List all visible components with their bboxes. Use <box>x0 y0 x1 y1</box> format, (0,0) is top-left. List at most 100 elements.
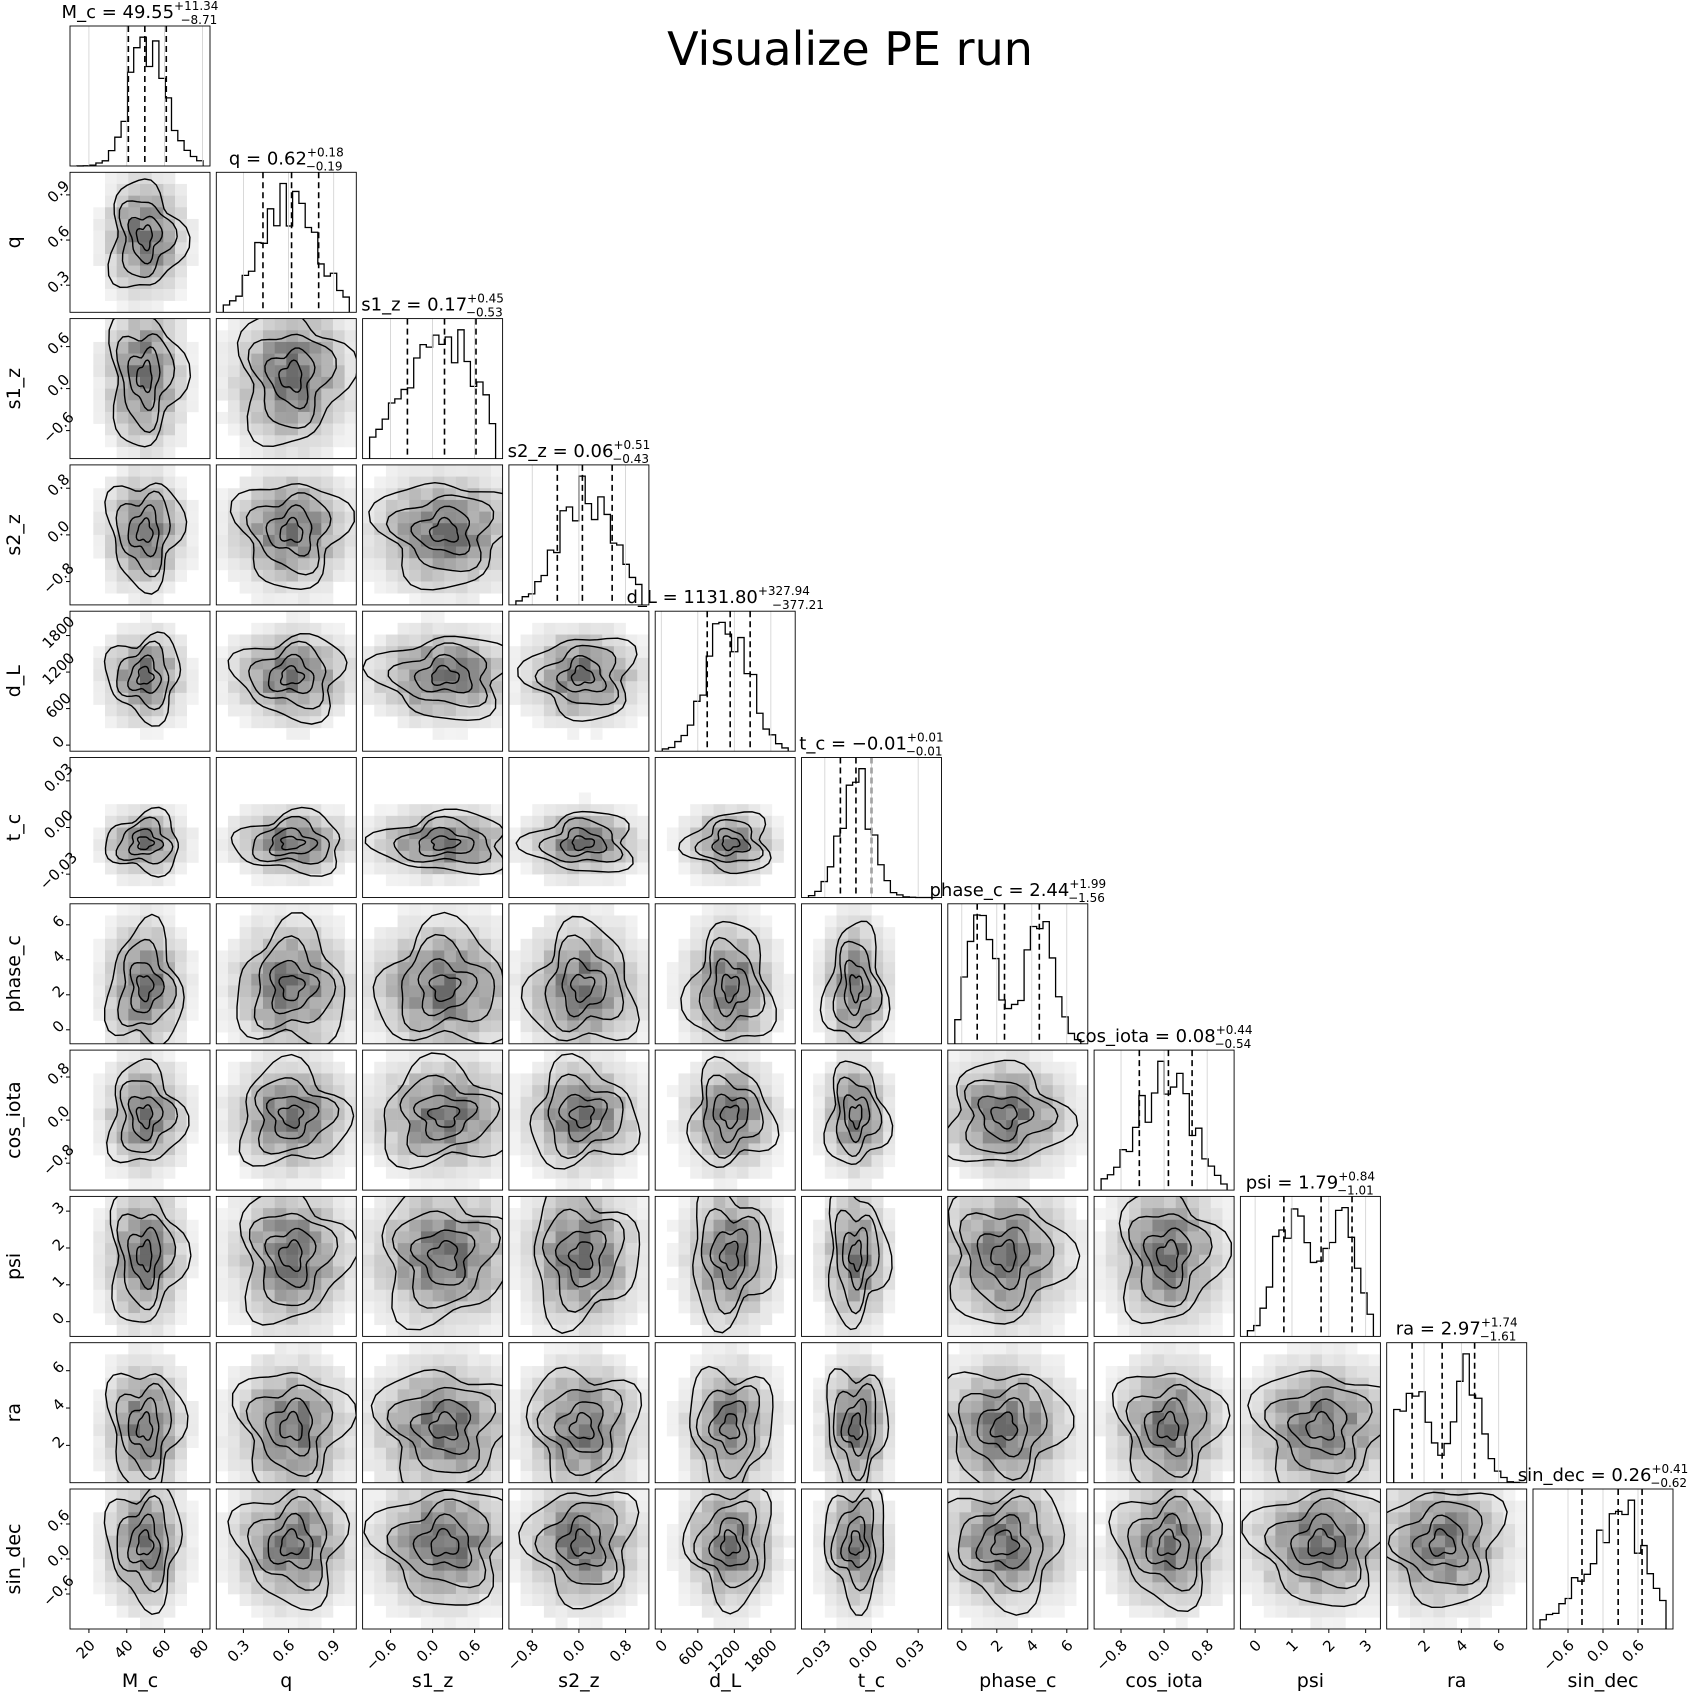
density-cell <box>128 634 141 647</box>
density-cell <box>467 1289 480 1302</box>
contour-panel-s1_z-vs-phase_c <box>362 903 504 1045</box>
density-cell <box>947 1301 960 1314</box>
density-cell <box>532 1266 545 1279</box>
contour-level-4 <box>570 664 596 687</box>
density-cell <box>1129 1254 1142 1267</box>
density-cell <box>321 558 334 571</box>
density-cell <box>871 938 884 951</box>
density-cell <box>321 657 334 670</box>
density-cell <box>309 1231 322 1244</box>
density-cell <box>479 985 492 998</box>
contour-level-1 <box>520 915 640 1042</box>
density-cell <box>175 938 187 951</box>
density-cell <box>678 1073 691 1086</box>
density-cell <box>374 1278 387 1291</box>
density-cell <box>532 1389 545 1402</box>
density-cell <box>1006 1166 1019 1179</box>
density-cell <box>385 938 398 951</box>
density-cell <box>286 657 299 670</box>
density-cell <box>128 1231 141 1244</box>
density-cell <box>175 546 187 559</box>
density-cell <box>274 1342 287 1355</box>
density-cell <box>567 915 580 928</box>
density-cell <box>532 997 545 1010</box>
density-cell <box>567 1166 580 1179</box>
density-cell <box>713 1278 726 1291</box>
density-cell <box>690 1266 703 1279</box>
density-cell <box>578 915 591 928</box>
density-cell <box>813 1436 826 1448</box>
density-cell <box>286 927 299 940</box>
density-cell <box>625 1155 638 1168</box>
density-cell <box>543 1424 556 1437</box>
density-cell <box>286 446 299 459</box>
density-cell <box>321 1471 334 1483</box>
density-cell <box>848 1313 861 1326</box>
density-cell <box>713 1061 726 1074</box>
density-cell <box>140 985 152 998</box>
density-cell <box>397 1061 410 1074</box>
density-cell <box>578 681 591 694</box>
density-cell <box>1164 1324 1177 1337</box>
density-cell <box>309 1324 322 1337</box>
density-cell <box>385 499 398 512</box>
density-cell <box>578 850 591 863</box>
density-cell <box>286 1032 299 1044</box>
density-cell <box>274 938 287 951</box>
density-cell <box>947 1131 960 1144</box>
density-cell <box>397 927 410 940</box>
density-cell <box>128 558 141 571</box>
density-cell <box>871 1401 884 1413</box>
density-cell <box>105 1155 117 1168</box>
density-cell <box>567 1424 580 1437</box>
density-cell <box>93 1108 106 1121</box>
density-cell <box>1064 1278 1077 1291</box>
y-tick-label: 0.0 <box>44 517 74 547</box>
density-cell <box>490 716 503 729</box>
density-cell <box>479 1020 492 1033</box>
density-cell <box>690 1313 703 1326</box>
panel-frame <box>69 25 211 167</box>
density-cell <box>344 681 357 694</box>
density-cell <box>374 985 387 998</box>
density-cell <box>420 558 433 571</box>
density-cell <box>578 1178 591 1191</box>
density-cell <box>105 242 117 255</box>
density-cell <box>678 862 691 875</box>
density-cell <box>128 997 141 1010</box>
density-cell <box>848 1050 861 1063</box>
density-cell <box>532 704 545 717</box>
density-cell <box>947 1208 960 1221</box>
density-cell <box>555 915 568 928</box>
density-cell <box>175 1424 187 1437</box>
panel-frame <box>362 318 504 460</box>
density-cell <box>1210 1324 1223 1337</box>
density-cell <box>397 1243 410 1256</box>
density-cell <box>175 815 187 828</box>
density-cell <box>637 950 649 963</box>
density-cell <box>105 1196 117 1209</box>
density-cell <box>420 827 433 840</box>
density-cell <box>432 611 445 624</box>
density-cell <box>455 476 468 489</box>
density-cell <box>128 915 141 928</box>
density-cell <box>262 1412 275 1425</box>
density-cell <box>836 1459 849 1472</box>
density-cell <box>994 1120 1007 1133</box>
contour-level-2 <box>534 644 620 706</box>
density-cell <box>262 1447 275 1460</box>
density-cell <box>455 1366 468 1378</box>
density-cell <box>578 1254 591 1267</box>
density-cell <box>578 1389 591 1402</box>
density-cell <box>116 704 129 717</box>
density-cell <box>690 938 703 951</box>
density-cell <box>116 1061 129 1074</box>
density-cell <box>432 1166 445 1179</box>
density-cell <box>409 716 422 729</box>
density-cell <box>444 1008 457 1021</box>
density-cell <box>701 804 714 817</box>
density-cell <box>309 669 322 682</box>
density-cell <box>859 1155 872 1168</box>
figure-title: Visualize PE run <box>667 22 1033 76</box>
density-cell <box>409 1166 422 1179</box>
